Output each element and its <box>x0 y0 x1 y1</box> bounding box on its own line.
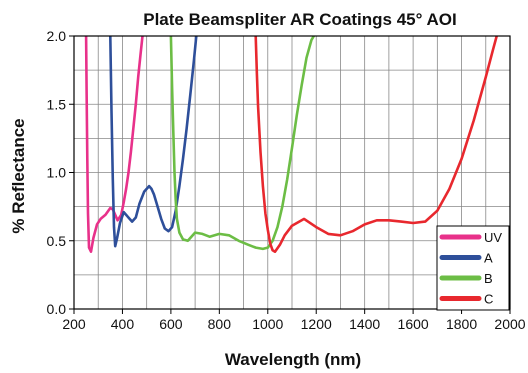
y-tick-label: 1.0 <box>47 165 67 181</box>
x-tick-label: 1400 <box>349 316 380 332</box>
x-tick-label: 1800 <box>446 316 477 332</box>
x-tick-label: 2000 <box>494 316 525 332</box>
chart-title: Plate Beamspliter AR Coatings 45° AOI <box>143 10 457 29</box>
x-axis-label: Wavelength (nm) <box>225 350 361 369</box>
x-tick-label: 800 <box>208 316 232 332</box>
legend: UV ABC <box>436 225 510 311</box>
series-layer <box>84 36 499 253</box>
x-tick-label: 200 <box>62 316 86 332</box>
y-tick-label: 0.5 <box>47 233 67 249</box>
y-tick-label: 2.0 <box>47 28 67 44</box>
series-line-c <box>254 36 499 253</box>
x-tick-label: 1600 <box>398 316 429 332</box>
y-axis-label: % Reflectance <box>9 118 28 233</box>
x-tick-label: 600 <box>159 316 183 332</box>
y-tick-label: 0.0 <box>47 301 67 317</box>
axis-ticks: 200 400 600 800 1000 1200 1400 1600 1800 2000 0.0 0… <box>47 28 526 332</box>
legend-label-c: C <box>484 292 493 307</box>
legend-label-uv: UV <box>484 230 502 245</box>
y-tick-label: 1.5 <box>47 96 67 112</box>
series-line-a <box>109 36 198 248</box>
legend-label-b: B <box>484 271 493 286</box>
series-line-b <box>169 36 316 251</box>
legend-label-a: A <box>484 251 493 266</box>
x-tick-label: 1200 <box>301 316 332 332</box>
x-tick-label: 1000 <box>252 316 283 332</box>
x-tick-label: 400 <box>111 316 135 332</box>
